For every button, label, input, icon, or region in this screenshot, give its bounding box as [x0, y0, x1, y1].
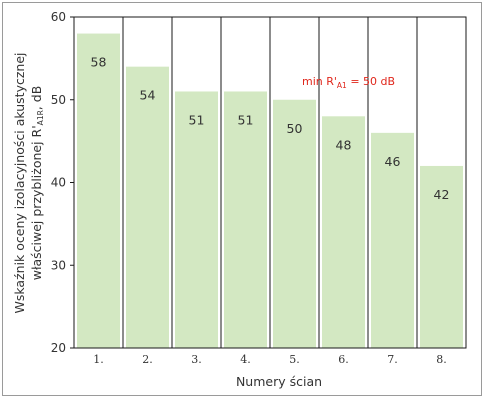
y-tick-label-40: 40: [51, 176, 66, 190]
y-tick-label-20: 20: [51, 341, 66, 355]
data-label-7: 46: [385, 154, 401, 169]
x-tick-label-5: 5.: [289, 353, 300, 366]
data-label-8: 42: [434, 187, 450, 202]
bar-8: [420, 165, 463, 348]
y-tick-label-30: 30: [51, 258, 66, 272]
x-tick-label-2: 2.: [142, 353, 153, 366]
y-tick-label-50: 50: [51, 93, 66, 107]
x-tick-label-1: 1.: [93, 353, 104, 366]
bar-4: [224, 91, 267, 348]
x-axis-title: Numery ścian: [236, 374, 322, 389]
bar-7: [371, 132, 414, 348]
y-tick-label-60: 60: [51, 10, 66, 24]
y-axis-title: Wskaźnik oceny izolacyjności akustycznej…: [12, 53, 45, 314]
min-annotation: min R'A1 = 50 dB: [302, 75, 395, 90]
x-tick-label-4: 4.: [240, 353, 251, 366]
data-label-2: 54: [140, 88, 156, 103]
bar-1: [77, 33, 120, 349]
x-tick-label-6: 6.: [338, 353, 349, 366]
bar-2: [126, 66, 169, 349]
y-axis-title-line2: właściwej przybliżonej R'A1R, dB: [29, 86, 45, 281]
x-tick-label-3: 3.: [191, 353, 202, 366]
data-label-4: 51: [238, 112, 254, 127]
x-tick-label-8: 8.: [436, 353, 447, 366]
data-label-6: 48: [336, 137, 352, 152]
data-label-1: 58: [91, 55, 107, 70]
x-tick-label-7: 7.: [387, 353, 398, 366]
data-label-5: 50: [287, 121, 303, 136]
bar-5: [273, 99, 316, 348]
bar-3: [175, 91, 218, 348]
y-axis-title-line1: Wskaźnik oceny izolacyjności akustycznej: [12, 53, 27, 314]
bar-6: [322, 116, 365, 348]
data-label-3: 51: [189, 112, 205, 127]
